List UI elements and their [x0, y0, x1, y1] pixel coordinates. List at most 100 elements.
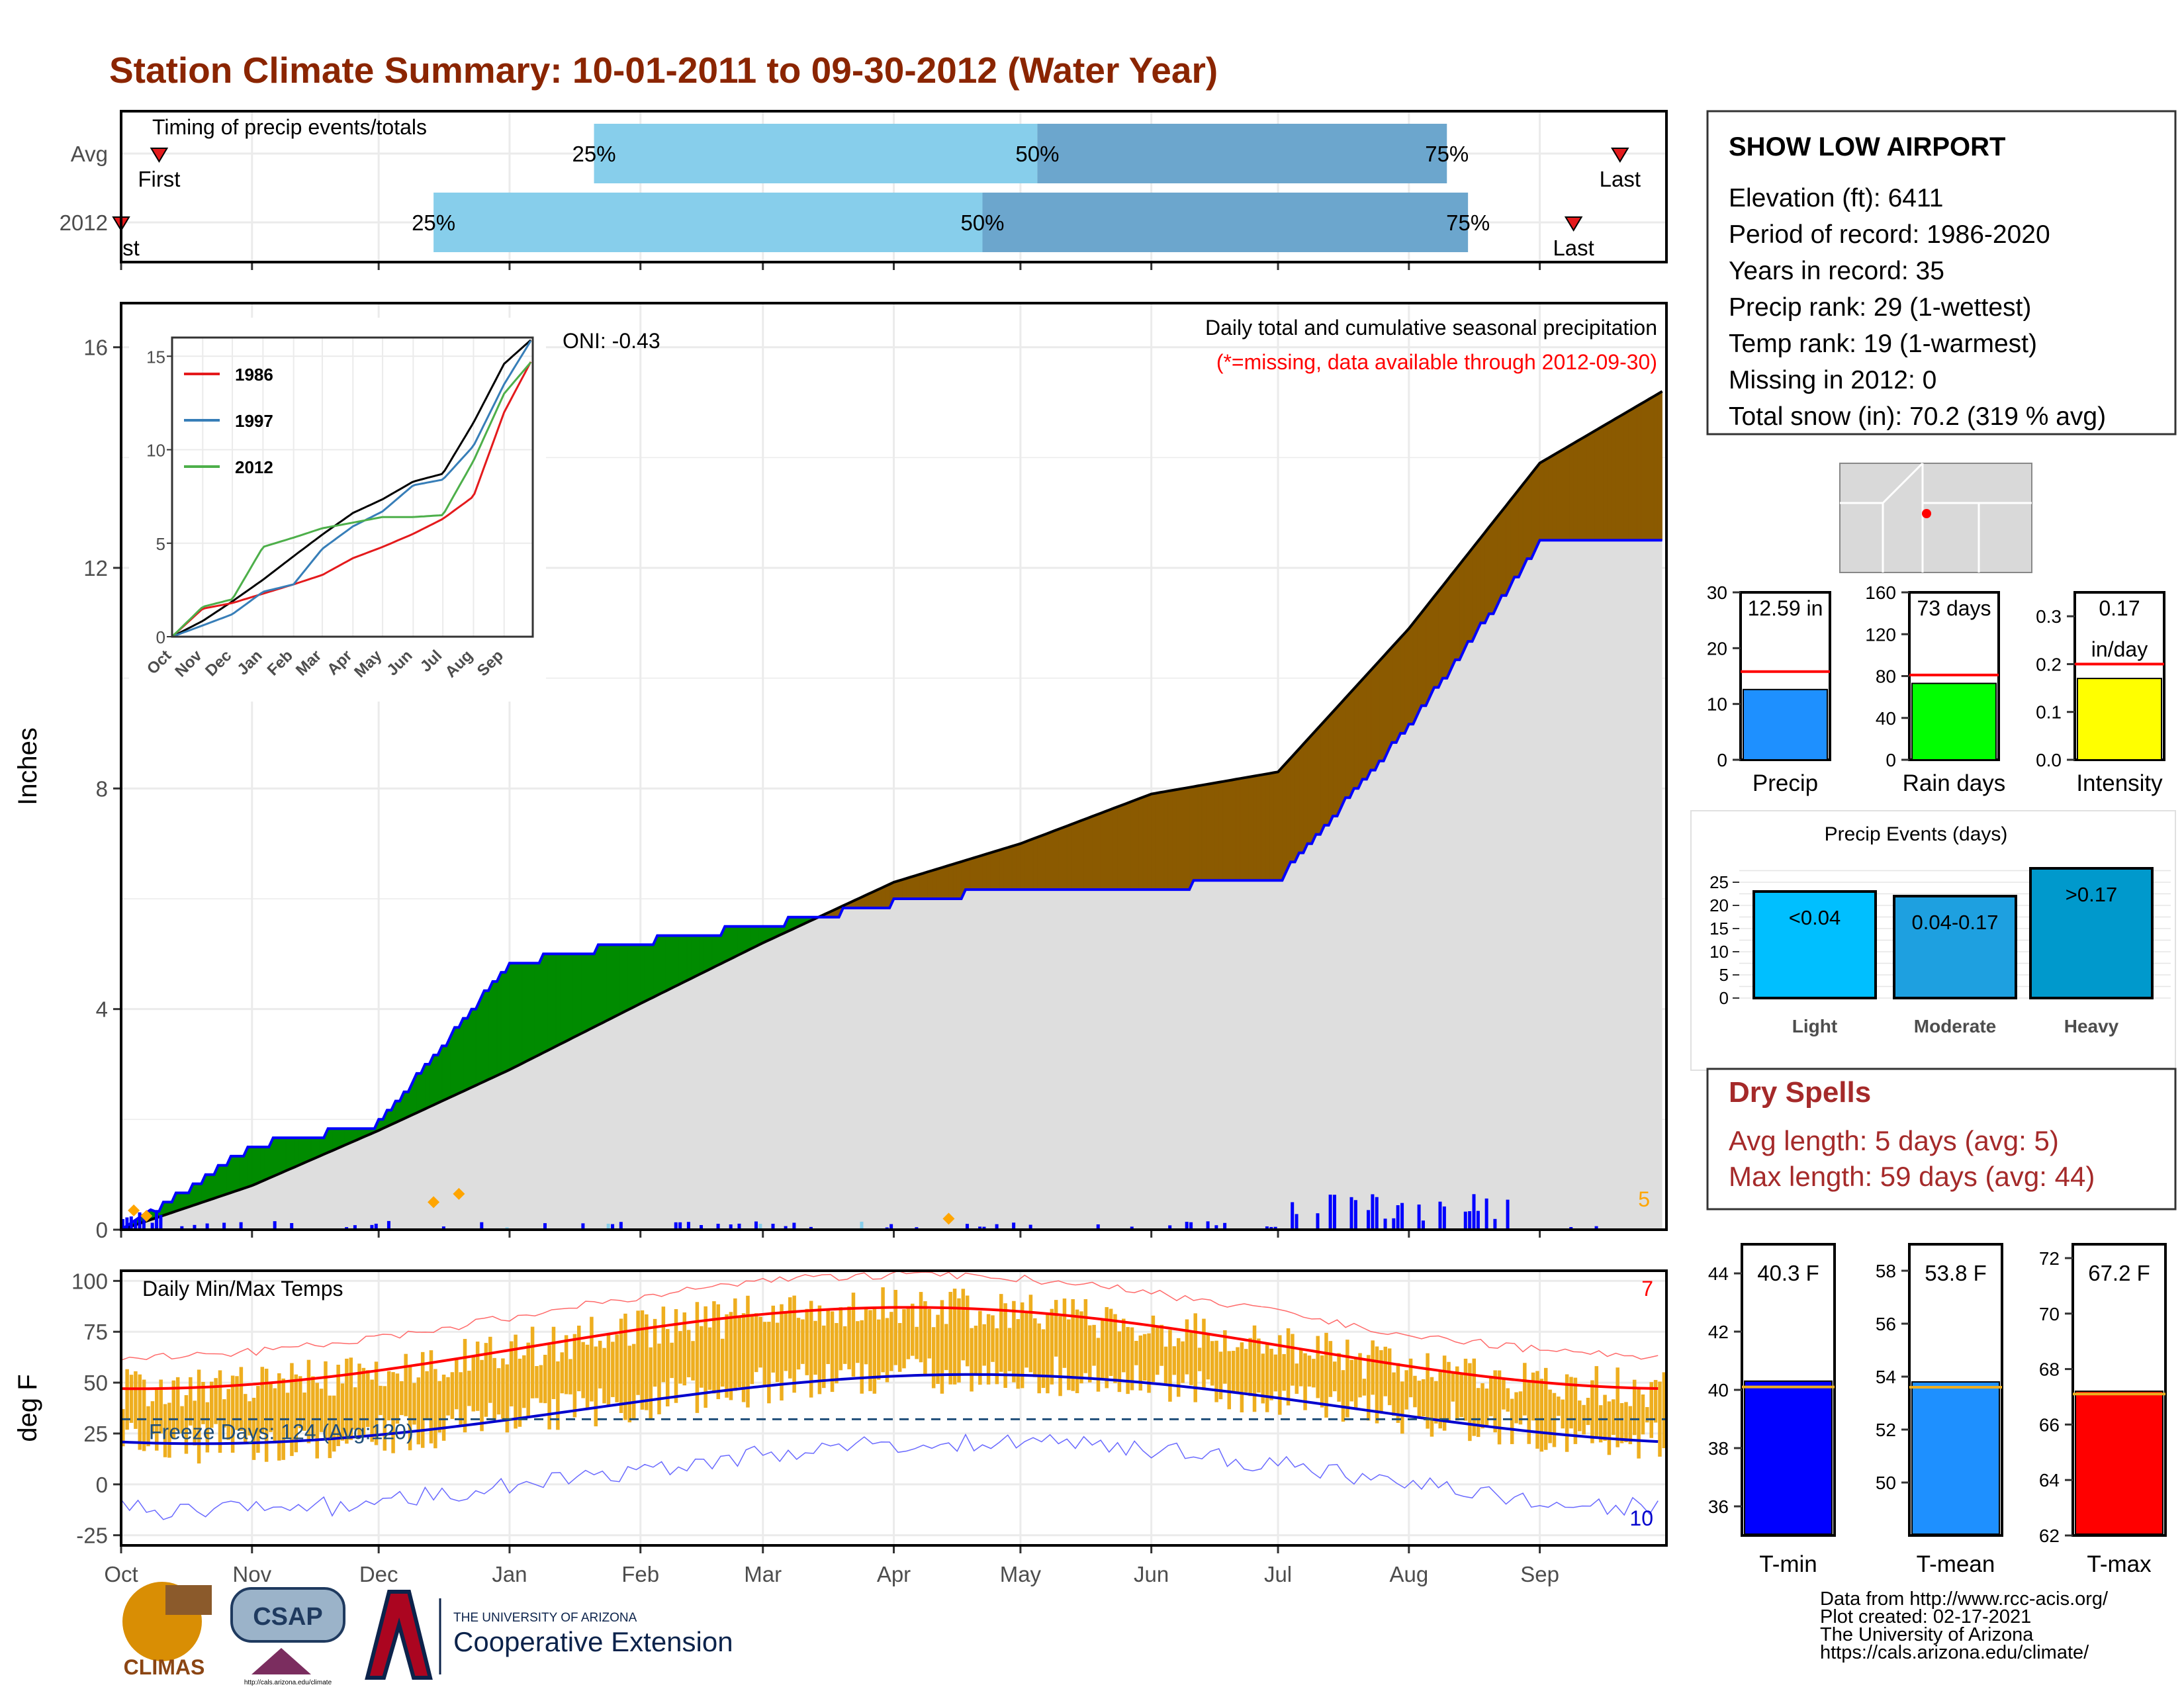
daily-precip-bar — [134, 1219, 138, 1230]
daily-precip-bar — [889, 1224, 893, 1230]
daily-temp-range — [244, 1394, 248, 1444]
daily-temp-range — [948, 1291, 952, 1385]
daily-temp-range — [433, 1369, 437, 1449]
daily-temp-range — [1612, 1399, 1615, 1436]
daily-temp-range — [822, 1325, 826, 1389]
daily-temp-range — [695, 1302, 700, 1413]
precip-tick-label: 8 — [96, 776, 108, 801]
daily-temp-range — [264, 1369, 269, 1462]
tbar-tick-label: 44 — [1708, 1263, 1729, 1284]
daily-temp-range — [611, 1342, 615, 1397]
daily-temp-range — [1071, 1299, 1075, 1391]
daily-temp-range — [1012, 1301, 1016, 1383]
daily-temp-range — [754, 1313, 758, 1373]
daily-temp-range — [813, 1320, 817, 1375]
daily-temp-range — [720, 1338, 725, 1387]
month-label: Mar — [744, 1562, 782, 1586]
daily-temp-range — [1594, 1366, 1599, 1438]
daily-temp-range — [970, 1328, 974, 1392]
daily-precip-bar — [1371, 1194, 1375, 1230]
daily-temp-range — [906, 1307, 911, 1359]
daily-temp-range — [986, 1314, 991, 1385]
daily-temp-range — [978, 1310, 982, 1385]
daily-temp-range — [686, 1330, 691, 1377]
daily-temp-range — [1493, 1370, 1497, 1433]
daily-temp-range — [856, 1321, 860, 1363]
daily-temp-range — [1147, 1333, 1151, 1393]
daily-temp-range — [294, 1374, 298, 1453]
daily-temp-range — [273, 1388, 277, 1444]
daily-temp-range — [163, 1404, 167, 1457]
daily-temp-range — [353, 1387, 357, 1430]
daily-precip-bar — [193, 1224, 197, 1230]
daily-precip-bar — [180, 1226, 184, 1230]
daily-temp-range — [345, 1358, 349, 1444]
daily-temp-range — [682, 1312, 687, 1386]
snow-marker — [942, 1212, 955, 1225]
daily-precip-bar — [142, 1214, 146, 1230]
daily-temp-range — [1244, 1349, 1248, 1393]
daily-temp-range — [1261, 1353, 1265, 1404]
event-bar-label: 0.04-0.17 — [1912, 911, 1999, 934]
summary-bar-rain-days — [1911, 682, 1997, 760]
daily-temp-range — [328, 1395, 332, 1459]
daily-temp-range — [1632, 1379, 1637, 1436]
daily-temp-range — [590, 1316, 594, 1402]
snow-marker — [453, 1187, 465, 1200]
summary-bar-intensity — [2077, 678, 2162, 760]
daily-temp-range — [1658, 1381, 1662, 1457]
daily-temp-range — [349, 1357, 353, 1440]
events-tick-label: 15 — [1709, 919, 1729, 938]
daily-temp-range — [488, 1336, 492, 1403]
daily-precip-bar — [754, 1221, 758, 1230]
daily-temp-range — [1278, 1335, 1282, 1415]
daily-temp-range — [285, 1393, 290, 1439]
tbar-tick-label: 52 — [1876, 1420, 1896, 1440]
daily-temp-range — [792, 1295, 796, 1393]
daily-temp-range — [429, 1350, 433, 1443]
timing-bar-q2 — [433, 193, 983, 252]
locator-map-borders — [1840, 462, 2032, 572]
daily-temp-range — [839, 1307, 843, 1371]
daily-precip-bar — [1130, 1226, 1134, 1230]
daily-temp-range — [1193, 1313, 1197, 1402]
daily-temp-range — [150, 1401, 155, 1434]
daily-precip-bar — [1332, 1195, 1336, 1230]
daily-precip-bar — [480, 1222, 484, 1230]
daily-temp-range — [594, 1346, 598, 1427]
daily-temp-range — [1362, 1379, 1367, 1396]
daily-temp-range — [1092, 1324, 1096, 1366]
daily-temp-range — [239, 1367, 244, 1431]
daily-precip-bar — [678, 1222, 682, 1230]
tbar-tick-label: 66 — [2039, 1414, 2060, 1435]
daily-precip-bar — [965, 1224, 969, 1230]
daily-temp-range — [1046, 1314, 1050, 1394]
daily-temp-range — [801, 1319, 805, 1364]
daily-temp-range — [226, 1389, 230, 1440]
daily-temp-range — [944, 1324, 948, 1371]
daily-temp-range — [1210, 1341, 1214, 1386]
daily-temp-range — [691, 1341, 695, 1381]
daily-temp-range — [1463, 1358, 1468, 1421]
daily-precip-bar — [716, 1224, 720, 1230]
month-label: Aug — [1389, 1562, 1428, 1586]
daily-temp-range — [746, 1295, 750, 1408]
daily-temp-range — [556, 1361, 560, 1430]
daily-temp-range — [1392, 1372, 1396, 1416]
daily-temp-range — [733, 1298, 737, 1391]
daily-temp-range — [1062, 1298, 1067, 1368]
daily-temp-range — [1455, 1366, 1459, 1421]
daily-temp-range — [767, 1322, 771, 1404]
timing-row-label: 2012 — [60, 210, 108, 235]
event-bar-moderate — [1893, 895, 2017, 999]
tbar-tick-label: 72 — [2039, 1248, 2060, 1269]
daily-temp-range — [1298, 1349, 1303, 1387]
daily-temp-range — [716, 1304, 721, 1400]
daily-temp-range — [370, 1379, 374, 1442]
daily-temp-range — [134, 1371, 138, 1429]
daily-temp-range — [189, 1377, 193, 1426]
daily-precip-bar — [1484, 1198, 1488, 1230]
daily-temp-range — [775, 1322, 780, 1383]
freeze-days-label: Freeze Days: 124 (Avg:120) — [149, 1420, 414, 1443]
daily-temp-range — [142, 1379, 146, 1451]
